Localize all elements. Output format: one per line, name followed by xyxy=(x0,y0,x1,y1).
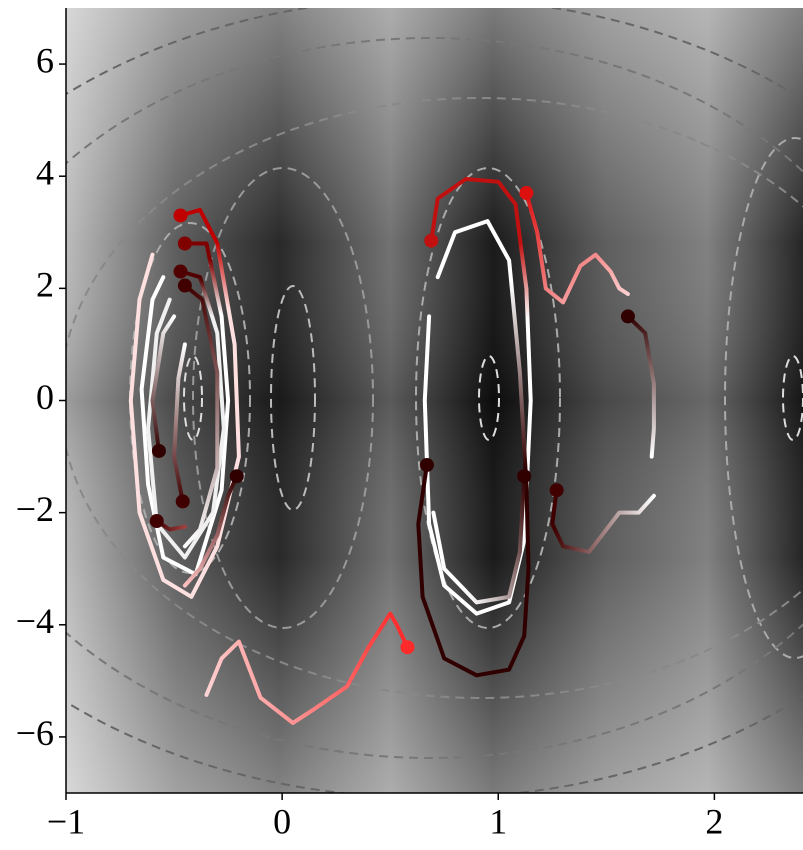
y-tick-label: 4 xyxy=(36,152,54,192)
start-point xyxy=(424,233,439,248)
start-point xyxy=(175,494,190,509)
x-tick-label: 1 xyxy=(489,801,507,841)
start-point xyxy=(173,208,188,223)
trajectory xyxy=(550,488,656,554)
x-tick-label: −1 xyxy=(47,801,85,841)
trajectory xyxy=(625,314,656,459)
start-point xyxy=(173,264,188,279)
trajectory xyxy=(128,207,241,599)
y-tick-label: 6 xyxy=(36,40,54,80)
contour xyxy=(270,285,316,511)
trajectories xyxy=(128,177,656,725)
background xyxy=(66,8,803,793)
start-point xyxy=(177,236,192,251)
y-tick-label: 2 xyxy=(36,265,54,305)
start-point xyxy=(620,309,635,324)
start-point xyxy=(229,469,244,484)
trajectory xyxy=(204,611,410,725)
start-point xyxy=(177,278,192,293)
contour xyxy=(192,167,374,629)
start-point xyxy=(400,640,415,655)
x-tick-label: 2 xyxy=(705,801,723,841)
trajectory xyxy=(182,283,220,549)
trajectory xyxy=(172,342,187,504)
start-point xyxy=(151,443,166,458)
start-point xyxy=(549,483,564,498)
contour xyxy=(415,167,561,629)
start-point xyxy=(517,469,532,484)
y-tick-label: −2 xyxy=(16,489,54,529)
start-point xyxy=(149,514,164,529)
x-tick-label: 0 xyxy=(273,801,291,841)
trajectory xyxy=(431,474,527,605)
contour xyxy=(66,37,803,759)
y-tick-label: 0 xyxy=(36,377,54,417)
contour xyxy=(478,355,500,441)
y-tick-label: −4 xyxy=(16,601,54,641)
start-point xyxy=(419,457,434,472)
trajectory xyxy=(150,314,177,453)
start-point xyxy=(519,186,534,201)
contour xyxy=(724,137,803,659)
y-tick-label: −6 xyxy=(16,713,54,753)
trajectory xyxy=(146,269,226,560)
trajectory xyxy=(416,219,531,678)
contour xyxy=(183,355,203,441)
trajectory xyxy=(182,474,239,588)
trajectory xyxy=(524,191,630,305)
